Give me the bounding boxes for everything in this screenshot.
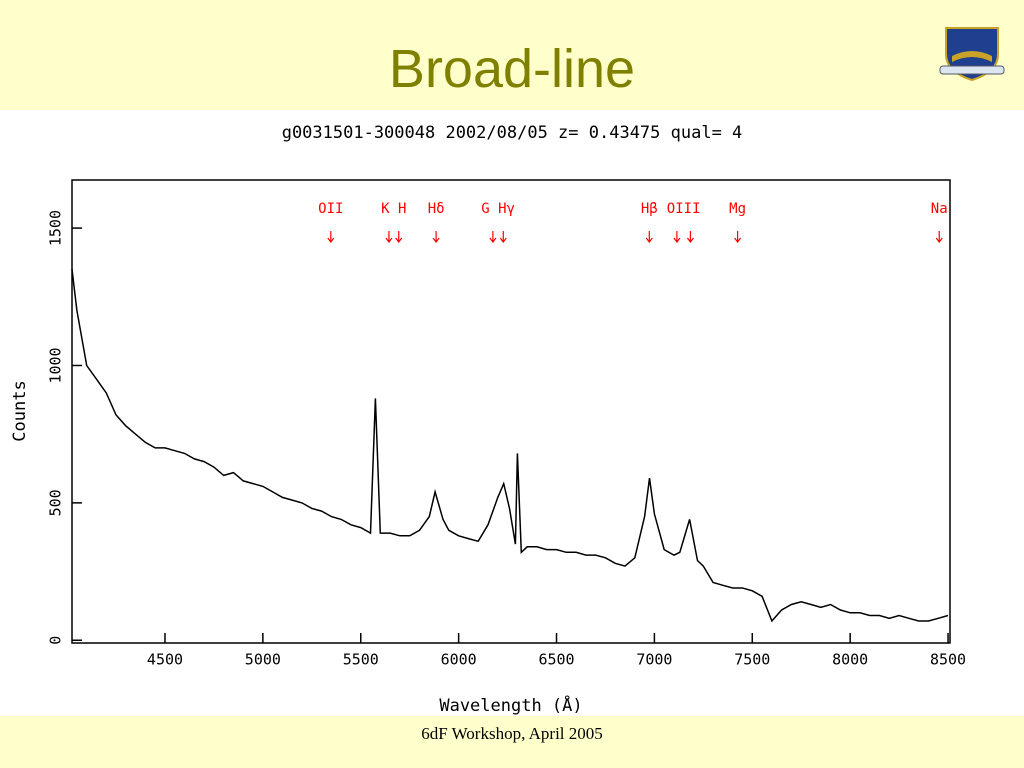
line-label: Na [931,201,948,217]
line-label: OIII [667,201,701,217]
x-tick-label: 4500 [147,651,183,669]
line-arrow [645,231,653,243]
line-label: Mg [729,201,746,217]
y-tick-label: 1500 [47,210,65,246]
chart-background [0,110,1024,716]
chart-title: g0031501-300048 2002/08/05 z= 0.43475 qu… [282,123,743,143]
x-tick-label: 5500 [343,651,379,669]
line-arrow [935,231,943,243]
line-label: K H [381,201,406,217]
line-arrow [673,231,681,243]
footer: 6dF Workshop, April 2005 [421,724,603,743]
x-tick-label: 8500 [930,651,966,669]
line-arrow [432,231,440,243]
line-label: G Hγ [481,201,515,217]
line-arrow [327,231,335,243]
spectrum-line [71,269,949,623]
plot-frame [71,179,951,644]
x-tick-label: 7500 [734,651,770,669]
slide-title: Broad-line [388,39,636,99]
line-label: Hβ [641,201,658,217]
line-arrow [499,231,507,243]
line-arrow [489,231,497,243]
y-tick-label: 500 [47,489,65,516]
x-axis-label: Wavelength (Å) [439,694,582,716]
line-arrow [686,231,694,243]
logo [939,27,1005,82]
line-label: Hδ [428,201,445,217]
y-tick-label: 1000 [47,347,65,383]
line-arrow [395,231,403,243]
line-arrow [385,231,393,243]
y-tick-label: 0 [47,636,65,645]
x-tick-label: 6500 [538,651,574,669]
y-axis-label: Counts [10,380,30,441]
x-tick-label: 6000 [441,651,477,669]
line-label: OII [318,201,343,217]
x-tick-label: 5000 [245,651,281,669]
x-tick-label: 8000 [832,651,868,669]
x-tick-label: 7000 [636,651,672,669]
line-arrow [734,231,742,243]
